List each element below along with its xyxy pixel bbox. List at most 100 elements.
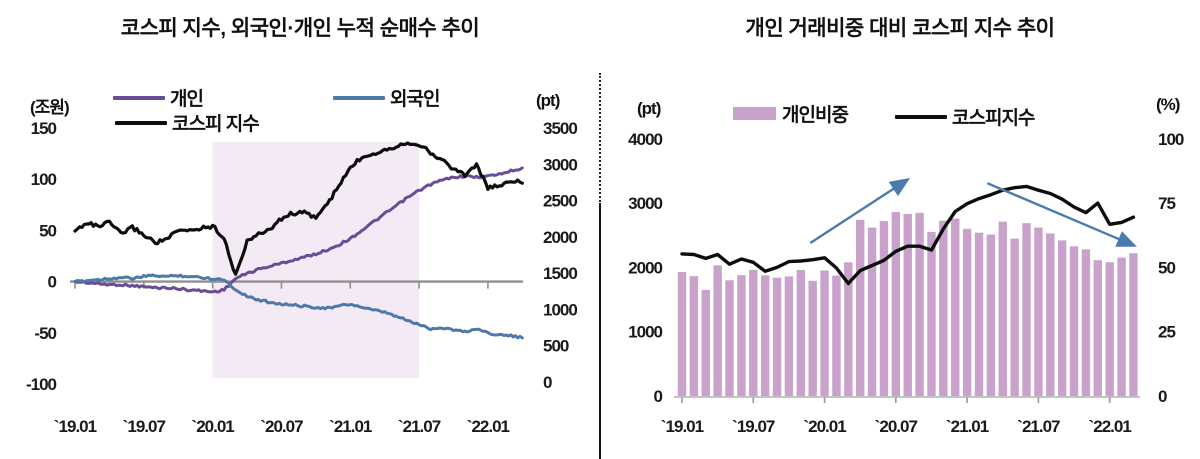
panel-divider-solid <box>599 205 601 459</box>
share-bar <box>1057 240 1067 396</box>
kospi-index-line-swatch <box>895 114 947 119</box>
share-bar <box>915 212 924 396</box>
series-line-2 <box>73 141 524 276</box>
y-right-tick-labels: 3500 3000 2500 2000 1500 1000 500 0 <box>543 119 578 392</box>
individual-share-bar-swatch <box>733 107 776 120</box>
share-bar <box>1105 262 1114 396</box>
share-bar <box>772 277 782 396</box>
svg-text:`21.07: `21.07 <box>398 417 441 436</box>
share-bar <box>1129 253 1138 396</box>
share-bar <box>701 290 710 396</box>
share-bar <box>1010 238 1019 396</box>
legend-item-kospi-index: 코스피지수 <box>895 107 1035 129</box>
series-line-1 <box>73 273 524 340</box>
share-bar <box>1093 260 1102 396</box>
share-bar <box>939 220 948 396</box>
svg-text:`21.07: `21.07 <box>1017 417 1060 436</box>
svg-text:-100: -100 <box>26 375 57 394</box>
x-axis <box>674 396 1140 403</box>
share-bar <box>856 219 865 396</box>
svg-text:1500: 1500 <box>543 264 577 283</box>
trend-arrow-up <box>809 178 911 244</box>
svg-text:3500: 3500 <box>543 119 577 138</box>
x-tick-labels: `19.01 `19.07 `20.01 `20.07 `21.01 `21.07 `22.… <box>661 417 1132 436</box>
svg-text:`20.07: `20.07 <box>875 417 918 436</box>
svg-text:-50: -50 <box>34 324 56 343</box>
svg-text:`21.01: `21.01 <box>946 417 989 436</box>
share-bar <box>820 270 829 396</box>
svg-text:`22.01: `22.01 <box>467 417 510 436</box>
share-bar <box>867 227 877 396</box>
legend-label-foreigner: 외국인 <box>390 89 440 110</box>
foreigner-line-swatch <box>333 95 385 100</box>
share-bar <box>927 231 936 396</box>
svg-text:50: 50 <box>39 221 56 240</box>
svg-text:0: 0 <box>543 373 552 392</box>
share-bar <box>1022 223 1031 396</box>
right-axis-unit-label: (pt) <box>536 91 560 110</box>
svg-text:150: 150 <box>31 119 57 138</box>
share-bar <box>725 280 734 396</box>
series-line-0 <box>73 166 524 294</box>
legend-label-kospi: 코스피 지수 <box>172 114 260 135</box>
share-bar <box>998 221 1007 396</box>
svg-text:50: 50 <box>1158 258 1175 277</box>
left-chart-title: 코스피 지수, 외국인·개인 누적 순매수 추이 <box>120 17 480 40</box>
share-bar <box>891 212 901 396</box>
share-bar <box>951 218 960 396</box>
share-bar <box>986 234 996 396</box>
share-bar <box>1046 233 1055 396</box>
svg-text:`20.01: `20.01 <box>803 417 846 436</box>
svg-text:0: 0 <box>1158 387 1167 406</box>
individual-line-swatch <box>113 95 165 100</box>
svg-text:`19.07: `19.07 <box>732 417 775 436</box>
y-right-tick-labels: 100 75 50 25 0 <box>1158 130 1185 406</box>
svg-text:4000: 4000 <box>628 130 662 149</box>
kospi-index-line <box>680 184 1136 286</box>
y-left-tick-labels: 4000 3000 2000 1000 0 <box>628 130 663 406</box>
share-bar <box>677 272 687 396</box>
net-purchase-chart-panel: 코스피 지수, 외국인·개인 누적 순매수 추이 (조원) (pt) 개인 외국… <box>26 17 578 436</box>
x-tick-labels: `19.01 `19.07 `20.01 `20.07 `21.01 `21.07 `22.… <box>54 417 511 436</box>
share-bar <box>760 275 770 396</box>
individual-share-bars <box>677 212 1138 396</box>
right-panel-right-axis-unit-label: (%) <box>1156 95 1180 114</box>
share-bar <box>796 269 805 396</box>
svg-text:`20.01: `20.01 <box>192 417 235 436</box>
left-axis-unit-label: (조원) <box>30 98 70 117</box>
svg-text:1000: 1000 <box>543 300 577 319</box>
svg-text:3000: 3000 <box>628 194 662 213</box>
share-bar <box>903 213 912 396</box>
share-bar <box>1069 246 1079 396</box>
trend-arrow-down <box>986 182 1137 247</box>
svg-text:`19.01: `19.01 <box>54 417 97 436</box>
svg-text:2000: 2000 <box>628 258 662 277</box>
svg-text:`22.01: `22.01 <box>1089 417 1132 436</box>
net-purchase-chart-canvas: 150100500-50-100350030002500200015001000… <box>26 119 578 436</box>
share-bar <box>713 265 722 396</box>
svg-text:2000: 2000 <box>543 228 577 247</box>
share-bar <box>808 280 817 396</box>
svg-text:`21.01: `21.01 <box>329 417 372 436</box>
legend-item-individual-share: 개인비중 <box>733 104 849 126</box>
svg-text:`20.07: `20.07 <box>260 417 303 436</box>
share-bar <box>689 276 699 396</box>
share-bar <box>879 221 889 396</box>
right-panel-left-axis-unit-label: (pt) <box>637 99 661 118</box>
share-bar <box>844 262 853 396</box>
svg-text:75: 75 <box>1158 194 1175 213</box>
panel-divider-dotted <box>599 73 601 205</box>
svg-text:3000: 3000 <box>543 155 577 174</box>
svg-text:`19.01: `19.01 <box>661 417 704 436</box>
trading-share-chart-panel: 개인 거래비중 대비 코스피 지수 추이 (pt) (%) 개인비중 코스피지수… <box>600 0 1200 459</box>
share-bar <box>1117 257 1126 396</box>
share-bar <box>737 275 746 396</box>
share-bar <box>1034 227 1043 396</box>
legend-item-individual: 개인 <box>113 88 204 110</box>
share-bar <box>784 276 794 396</box>
share-bar <box>1081 249 1091 396</box>
svg-text:1000: 1000 <box>628 323 662 342</box>
share-bar <box>974 232 984 396</box>
right-chart-title: 개인 거래비중 대비 코스피 지수 추이 <box>745 17 1055 40</box>
